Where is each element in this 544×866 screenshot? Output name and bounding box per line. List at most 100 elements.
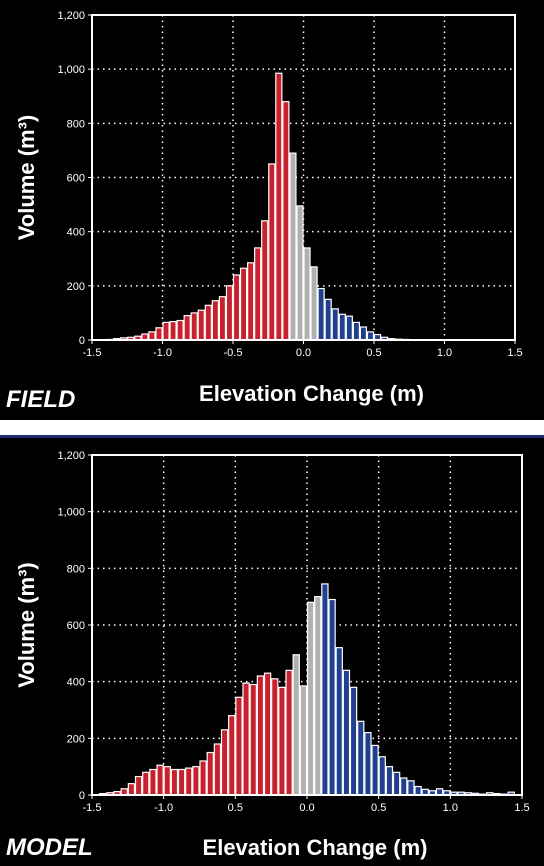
x-tick-label: 0.0 [299, 802, 314, 814]
histogram-bar [263, 672, 272, 796]
histogram-bar [324, 298, 332, 341]
histogram-bar [314, 596, 322, 796]
histogram-bar [232, 274, 241, 341]
histogram-bar [190, 312, 198, 341]
histogram-bar [268, 163, 276, 341]
model-panel-label: MODEL [6, 834, 93, 861]
histogram-bar [235, 696, 243, 796]
histogram-bar [228, 715, 236, 796]
histogram-bar [225, 285, 234, 341]
histogram-bar [148, 331, 156, 341]
histogram-bar [292, 654, 300, 796]
histogram-bar [249, 683, 257, 796]
field-histogram: -1.5 -1.0 -0.5 0.0 0.5 1.0 1.5 0 200 400 600 800 1,0… [14, 10, 523, 406]
x-tick-label: 1.0 [443, 802, 458, 814]
x-tick-label: 0.5 [371, 802, 386, 814]
y-tick-label: 600 [67, 173, 85, 185]
y-tick-label: 1,000 [57, 64, 85, 76]
histogram-bar [352, 321, 361, 341]
histogram-bar [317, 287, 325, 341]
y-tick-label: 1,000 [57, 507, 85, 519]
y-tick-label: 200 [67, 733, 85, 745]
histogram-bar [155, 327, 163, 341]
histogram-bar [239, 267, 248, 341]
histogram-bar [156, 764, 164, 796]
x-tick-label: 1.0 [437, 347, 452, 359]
y-tick-label: 0 [79, 335, 85, 347]
histogram-bar [392, 771, 401, 796]
x-tick-label: -1.5 [83, 347, 102, 359]
histogram-bar [385, 766, 394, 796]
y-axis-label: Volume (m³) [14, 115, 39, 240]
x-tick-label: 1.5 [514, 802, 529, 814]
histogram-bar [289, 152, 297, 341]
histogram-bar [127, 783, 136, 796]
panel-separator [0, 420, 544, 438]
y-tick-label: 800 [67, 563, 85, 575]
y-axis-label: Volume (m³) [14, 562, 39, 687]
field-panel: -1.5 -1.0 -0.5 0.0 0.5 1.0 1.5 0 200 400 600 800 1,0… [0, 0, 544, 420]
x-tick-label: 0.5 [366, 347, 381, 359]
y-tick-label: 800 [67, 118, 85, 130]
histogram-bar [338, 313, 346, 341]
histogram-bar [278, 686, 286, 796]
histogram-bar [206, 751, 214, 796]
histogram-bar [177, 768, 186, 796]
histogram-bar [296, 205, 304, 341]
x-tick-label: -0.5 [224, 347, 243, 359]
x-axis-label: Elevation Change (m) [203, 835, 428, 860]
histogram-bar [185, 767, 193, 796]
histogram-bar [349, 686, 358, 796]
histogram-bar [378, 756, 386, 796]
x-tick-label: 0.5 [228, 802, 243, 814]
histogram-bar [299, 685, 308, 796]
histogram-bar [357, 720, 365, 796]
y-tick-label: 0 [79, 790, 85, 802]
histogram-bar [285, 669, 293, 796]
histogram-bar [261, 220, 269, 341]
y-tick-label: 1,200 [57, 450, 85, 462]
y-tick-label: 600 [67, 620, 85, 632]
histogram-bar [306, 601, 315, 796]
histogram-bar [204, 304, 212, 341]
x-tick-label: 1.5 [507, 347, 522, 359]
histogram-bar [310, 266, 318, 341]
histogram-bar [303, 247, 311, 341]
histogram-bar [220, 729, 229, 796]
x-tick-label: -1.5 [83, 802, 102, 814]
histogram-bar [149, 768, 157, 796]
histogram-bar [400, 777, 408, 796]
x-tick-label: -1.0 [153, 347, 172, 359]
y-tick-label: 400 [67, 677, 85, 689]
histogram-bar [328, 598, 336, 796]
histogram-bar [213, 743, 222, 796]
y-tick-label: 400 [67, 227, 85, 239]
histogram-bar [242, 682, 250, 796]
histogram-bar [218, 296, 227, 341]
histogram-bar [254, 247, 262, 341]
histogram-bar [247, 262, 255, 341]
histogram-bar [142, 771, 150, 796]
x-tick-label: -1.0 [154, 802, 173, 814]
model-histogram: -1.5 -1.0 0.5 0.0 0.5 1.0 1.5 0 200 400 600 800 1,00… [14, 450, 530, 860]
histogram-bar [366, 331, 375, 341]
histogram-bar [134, 775, 143, 796]
histogram-bar [176, 319, 184, 341]
histogram-bar [364, 732, 372, 796]
y-tick-label: 1,200 [57, 10, 85, 22]
histogram-bar [321, 583, 329, 796]
model-panel: -1.5 -1.0 0.5 0.0 0.5 1.0 1.5 0 200 400 600 800 1,00… [0, 438, 544, 866]
histogram-bar [256, 675, 265, 796]
histogram-bar [199, 760, 207, 796]
histogram-bar [183, 315, 191, 341]
histogram-bar [335, 647, 343, 796]
histogram-bar [197, 309, 205, 341]
histogram-bar [192, 766, 200, 796]
histogram-bar [342, 669, 351, 796]
y-tick-label: 200 [67, 281, 85, 293]
field-panel-label: FIELD [6, 386, 76, 413]
histogram-bar [371, 744, 379, 796]
histogram-bar [271, 678, 279, 796]
histogram-bar [359, 326, 368, 341]
histogram-bar [414, 785, 422, 796]
